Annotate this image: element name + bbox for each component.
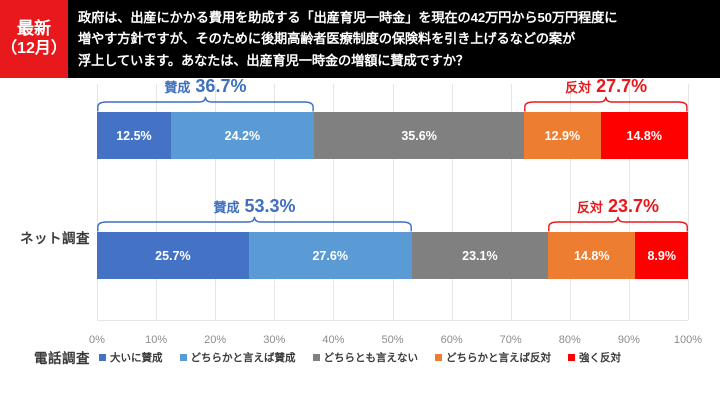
legend-item[interactable]: 強く反対: [568, 350, 621, 365]
bracket-label-word: 反対: [576, 200, 603, 215]
gridline: [569, 84, 571, 320]
x-axis-tick-label: 10%: [145, 334, 168, 346]
bracket-oppose: 反対 23.7%: [548, 196, 688, 232]
x-axis-tick-label: 0%: [89, 334, 105, 346]
legend-item[interactable]: どちらかと言えば賛成: [179, 350, 296, 365]
legend-swatch-icon: [99, 354, 106, 361]
bar-segment[interactable]: 12.9%: [524, 112, 601, 159]
legend-label: 大いに賛成: [110, 352, 163, 364]
legend-item[interactable]: 大いに賛成: [99, 350, 163, 365]
bracket-label-word: 賛成: [164, 80, 191, 95]
stacked-bar-tel[interactable]: 25.7% 27.6% 23.1% 14.8% 8.9%: [97, 232, 688, 279]
category-label-tel: 電話調査: [34, 351, 90, 366]
legend-label: どちらかと言えば反対: [446, 352, 551, 364]
bracket-label-word: 賛成: [213, 200, 240, 215]
legend-label: どちらかと言えば賛成: [190, 352, 296, 364]
x-axis: 0% 10% 20% 30% 40% 50% 60% 70% 80% 90% 100%: [89, 320, 702, 346]
gridline: [97, 84, 98, 320]
x-axis-tick-label: 50%: [381, 334, 404, 346]
bracket-oppose: 反対 27.7%: [524, 76, 688, 112]
question-line-2: 増やす方針ですが、そのために後期高齢者医療制度の保険料を引き上げるなどの案が: [78, 31, 576, 47]
gridline: [628, 84, 630, 320]
bracket-label-word: 反対: [565, 80, 592, 95]
badge-label-month: （12月）: [1, 39, 67, 57]
legend-swatch-icon: [435, 354, 442, 361]
bar-segment[interactable]: 8.9%: [635, 232, 688, 279]
bracket-agree: 賛成 53.3%: [97, 196, 412, 232]
bar-segment[interactable]: 12.5%: [97, 112, 171, 159]
gridline: [451, 84, 453, 320]
legend-item[interactable]: どちらとも言えない: [312, 350, 419, 365]
bar-segment[interactable]: 23.1%: [411, 232, 549, 279]
plot-region: 賛成 36.7% 反対 27.7% 賛成 53.3% 反対 23.7% 12.5% 24…: [97, 76, 689, 328]
bar-segment[interactable]: 14.8%: [600, 112, 688, 159]
bracket-label-value: 36.7%: [190, 76, 247, 96]
bracket-agree: 賛成 36.7%: [97, 76, 314, 112]
x-axis-line: [97, 320, 688, 321]
gridline: [215, 84, 217, 320]
gridline: [510, 84, 512, 320]
legend-label: 強く反対: [579, 352, 621, 364]
bar-segment[interactable]: 27.6%: [248, 232, 412, 279]
badge-label-latest: 最新: [17, 19, 51, 39]
gridline: [274, 84, 276, 320]
chart-area: 賛成 36.7% 反対 27.7% 賛成 53.3% 反対 23.7% 12.5% 24…: [0, 76, 720, 405]
bar-segment[interactable]: 25.7%: [97, 232, 249, 279]
legend-item[interactable]: どちらかと言えば反対: [435, 350, 551, 365]
bracket-label: 反対 27.7%: [565, 76, 647, 97]
gridline: [688, 84, 689, 320]
x-axis-tick-label: 80%: [558, 334, 581, 346]
x-axis-tick-label: 20%: [204, 334, 227, 346]
x-axis-tick-label: 60%: [440, 334, 463, 346]
bracket-label-value: 27.7%: [591, 76, 648, 96]
latest-badge: 最新 （12月）: [0, 0, 68, 78]
question-line-3: 浮上しています。あなたは、出産育児一時金の増額に賛成ですか？: [78, 52, 469, 68]
gridline: [392, 84, 394, 320]
category-label-net: ネット調査: [20, 231, 90, 246]
bracket-label: 賛成 36.7%: [164, 76, 246, 97]
bracket-label-value: 23.7%: [602, 196, 659, 216]
x-axis-tick-label: 90%: [617, 334, 640, 346]
header-banner: 最新 （12月） 政府は、出産にかかる費用を助成する「出産育児一時金」を現在の4…: [0, 0, 720, 78]
question-text: 政府は、出産にかかる費用を助成する「出産育児一時金」を現在の42万円から50万円…: [68, 0, 720, 78]
x-axis-tick-label: 100%: [673, 334, 703, 346]
x-axis-tick-label: 70%: [499, 334, 522, 346]
legend: 大いに賛成 どちらかと言えば賛成 どちらとも言えない どちらかと言えば反対 強く反対: [0, 350, 720, 365]
bar-segment[interactable]: 35.6%: [313, 112, 525, 159]
gridline: [156, 84, 158, 320]
legend-swatch-icon: [179, 354, 187, 361]
bracket-label: 賛成 53.3%: [213, 196, 295, 217]
bracket-label: 反対 23.7%: [577, 196, 659, 217]
x-axis-tick-label: 30%: [263, 334, 286, 346]
stacked-bar-net[interactable]: 12.5% 24.2% 35.6% 12.9% 14.8%: [97, 112, 688, 159]
bar-segment[interactable]: 24.2%: [170, 112, 314, 159]
legend-label: どちらとも言えない: [323, 352, 419, 364]
x-axis-tick-label: 40%: [322, 334, 345, 346]
gridline: [333, 84, 335, 320]
bar-segment[interactable]: 14.8%: [548, 232, 636, 279]
legend-swatch-icon: [312, 354, 320, 361]
legend-swatch-icon: [568, 354, 575, 361]
bracket-label-value: 53.3%: [239, 196, 296, 216]
question-line-1: 政府は、出産にかかる費用を助成する「出産育児一時金」を現在の42万円から50万円…: [78, 9, 618, 25]
